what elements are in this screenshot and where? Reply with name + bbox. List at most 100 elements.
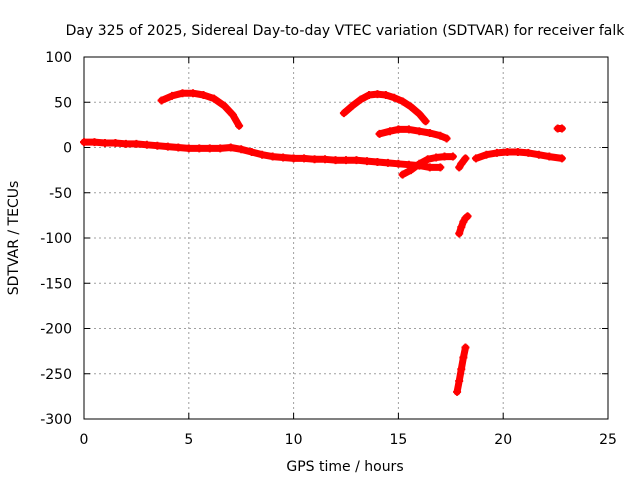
- data-point: [352, 156, 361, 165]
- data-point: [331, 156, 340, 165]
- data-point: [557, 154, 566, 163]
- x-tick-label: 15: [389, 432, 407, 448]
- data-point: [365, 91, 374, 100]
- data-point: [373, 90, 382, 99]
- data-point: [373, 157, 382, 166]
- data-point: [461, 154, 470, 163]
- data-point: [342, 156, 350, 165]
- data-point: [157, 96, 166, 105]
- data-point: [121, 139, 130, 148]
- data-point: [425, 163, 434, 172]
- data-point: [268, 152, 277, 161]
- y-tick-label: 50: [54, 95, 72, 111]
- data-point: [415, 127, 424, 136]
- data-point: [163, 142, 172, 151]
- data-point: [228, 110, 237, 119]
- data-point: [237, 145, 246, 154]
- data-point: [235, 121, 244, 130]
- data-point: [406, 102, 415, 111]
- data-point: [216, 144, 225, 153]
- data-point: [168, 91, 177, 100]
- data-point: [247, 148, 256, 157]
- y-tick-label: 100: [45, 50, 72, 66]
- data-trace: [158, 89, 243, 130]
- data-point: [455, 376, 464, 385]
- data-point: [423, 155, 432, 164]
- data-point: [381, 91, 390, 100]
- data-point: [390, 93, 399, 102]
- data-point: [321, 155, 330, 164]
- data-point: [463, 212, 472, 221]
- data-point: [421, 117, 430, 126]
- data-point: [432, 153, 441, 162]
- data-point: [356, 95, 365, 104]
- x-tick-label: 20: [494, 432, 512, 448]
- data-point: [442, 134, 451, 143]
- data-point: [425, 129, 434, 138]
- data-point: [386, 127, 395, 136]
- data-point: [375, 129, 384, 138]
- data-point: [503, 148, 512, 157]
- data-point: [461, 343, 470, 352]
- data-point: [348, 101, 357, 110]
- data-point: [90, 138, 99, 147]
- data-series: [80, 89, 566, 396]
- grid: [84, 57, 608, 419]
- data-point: [383, 158, 392, 167]
- data-point: [457, 159, 466, 168]
- x-tick-label: 10: [285, 432, 303, 448]
- data-point: [100, 138, 109, 147]
- data-point: [448, 152, 457, 161]
- y-axis-label: SDTVAR / TECUs: [6, 181, 22, 296]
- data-point: [455, 229, 464, 238]
- data-point: [310, 155, 319, 164]
- data-point: [205, 144, 214, 153]
- data-point: [513, 148, 522, 157]
- y-tick-label: -200: [40, 322, 72, 338]
- data-point: [195, 144, 204, 153]
- data-point: [209, 94, 218, 103]
- data-point: [184, 144, 193, 153]
- data-point: [174, 143, 183, 152]
- data-point: [132, 139, 141, 148]
- data-point: [557, 124, 566, 133]
- data-point: [398, 97, 407, 106]
- y-tick-label: 0: [63, 141, 72, 157]
- data-point: [199, 91, 208, 100]
- data-point: [226, 143, 235, 152]
- data-point: [415, 110, 424, 119]
- data-point: [394, 159, 403, 168]
- data-point: [394, 125, 403, 134]
- y-tick-label: -300: [40, 412, 72, 428]
- x-axis: 0 5 10 15 20 25: [80, 57, 617, 448]
- data-point: [524, 148, 533, 157]
- data-point: [300, 154, 309, 163]
- data-point: [258, 150, 267, 159]
- y-tick-label: -150: [40, 276, 72, 292]
- data-point: [459, 353, 468, 362]
- x-tick-label: 0: [80, 432, 89, 448]
- y-tick-label: -250: [40, 367, 72, 383]
- data-point: [111, 138, 120, 147]
- data-point: [339, 109, 348, 118]
- x-tick-label: 5: [184, 432, 193, 448]
- data-point: [362, 157, 371, 166]
- x-tick-label: 25: [599, 432, 617, 448]
- data-point: [440, 152, 449, 161]
- y-axis: -300 -250 -200 -150 -100 -50 0 50 100: [40, 50, 608, 428]
- data-point: [492, 148, 501, 157]
- y-tick-label: -50: [49, 186, 72, 202]
- data-point: [289, 154, 298, 163]
- data-point: [457, 223, 466, 232]
- data-point: [415, 159, 424, 168]
- chart-title: Day 325 of 2025, Sidereal Day-to-day VTE…: [66, 23, 626, 39]
- x-axis-label: GPS time / hours: [286, 459, 403, 475]
- data-point: [153, 141, 162, 150]
- data-point: [471, 154, 480, 163]
- y-tick-label: -100: [40, 231, 72, 247]
- data-point: [178, 89, 187, 98]
- data-point: [482, 150, 491, 159]
- data-point: [453, 387, 462, 396]
- data-point: [188, 89, 197, 98]
